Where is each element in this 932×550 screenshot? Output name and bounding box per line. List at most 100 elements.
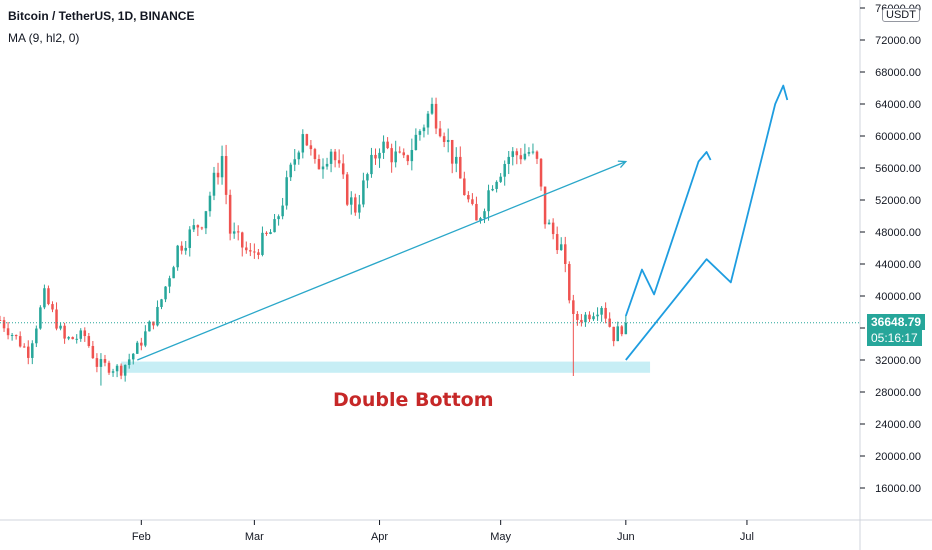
candle-body bbox=[241, 232, 244, 248]
candle-body bbox=[115, 365, 119, 372]
support-zone bbox=[121, 361, 651, 373]
candle-body bbox=[471, 199, 474, 204]
candle-body bbox=[378, 152, 381, 159]
candle-body bbox=[531, 151, 535, 153]
candle-body bbox=[568, 263, 571, 301]
candle-body bbox=[281, 205, 284, 217]
candle-body bbox=[374, 154, 377, 159]
y-tick-label: 72000.00 bbox=[875, 35, 921, 47]
y-tick-label: 52000.00 bbox=[875, 195, 921, 207]
y-tick-label: 24000.00 bbox=[875, 419, 921, 431]
candle-body bbox=[515, 151, 519, 156]
candle-body bbox=[475, 203, 478, 221]
candle-body bbox=[39, 307, 42, 329]
candle-body bbox=[63, 325, 66, 339]
candle-body bbox=[99, 359, 103, 367]
candle-body bbox=[398, 151, 401, 153]
candle-body bbox=[196, 225, 200, 228]
y-tick-label: 68000.00 bbox=[875, 67, 921, 79]
candle-body bbox=[107, 362, 111, 373]
candle-body bbox=[410, 149, 414, 162]
y-tick-label: 44000.00 bbox=[875, 259, 921, 271]
double-bottom-label: Double Bottom bbox=[333, 389, 494, 411]
candle-body bbox=[216, 172, 220, 178]
candle-body bbox=[559, 244, 563, 251]
y-tick-label: 16000.00 bbox=[875, 483, 921, 495]
symbol-title: Bitcoin / TetherUS, 1D, BINANCE bbox=[8, 9, 195, 23]
candle-body bbox=[580, 319, 583, 323]
candle-body bbox=[446, 139, 450, 142]
candle-body bbox=[495, 181, 498, 189]
candle-body bbox=[188, 229, 192, 248]
candle-body bbox=[394, 151, 397, 163]
candle-body bbox=[604, 307, 607, 319]
candle-body bbox=[467, 195, 470, 200]
indicator-legend[interactable]: MA (9, hl2, 0) bbox=[8, 31, 80, 45]
candle-body bbox=[386, 141, 389, 149]
candle-body bbox=[22, 346, 26, 348]
price-unit-badge[interactable]: USDT bbox=[882, 8, 920, 22]
candle-body bbox=[337, 160, 341, 164]
candle-body bbox=[35, 328, 38, 344]
candle-body bbox=[313, 149, 317, 160]
candle-body bbox=[180, 245, 183, 251]
candle-body bbox=[184, 247, 187, 251]
candle-body bbox=[131, 353, 135, 360]
candle-body bbox=[426, 113, 430, 128]
candle-body bbox=[519, 155, 523, 160]
candle-body bbox=[257, 252, 260, 255]
candle-body bbox=[523, 153, 527, 160]
x-tick-label: Jun bbox=[617, 531, 635, 543]
candle-body bbox=[535, 151, 539, 159]
candle-body bbox=[507, 156, 510, 164]
candle-body bbox=[325, 163, 329, 167]
y-tick-label: 28000.00 bbox=[875, 387, 921, 399]
y-tick-label: 60000.00 bbox=[875, 131, 921, 143]
candle-body bbox=[127, 359, 131, 365]
candle-body bbox=[245, 247, 248, 251]
candle-body bbox=[71, 337, 74, 340]
candle-body bbox=[499, 176, 502, 182]
candle-body bbox=[321, 166, 325, 170]
candle-body bbox=[261, 232, 264, 255]
candle-body bbox=[43, 288, 46, 308]
trend-line bbox=[137, 160, 627, 361]
candle-body bbox=[204, 211, 208, 229]
candle-body bbox=[14, 334, 18, 337]
candle-body bbox=[572, 300, 575, 314]
candle-body bbox=[616, 326, 619, 342]
candle-body bbox=[27, 346, 30, 358]
candle-body bbox=[265, 232, 268, 234]
candle-body bbox=[438, 128, 442, 137]
projection-path bbox=[624, 151, 712, 317]
candle-body bbox=[434, 103, 438, 129]
x-tick-label: Apr bbox=[371, 531, 388, 543]
candle-body bbox=[67, 337, 70, 339]
candle-body bbox=[164, 286, 167, 300]
projection-path bbox=[625, 84, 789, 361]
candle-body bbox=[192, 225, 196, 230]
candle-body bbox=[366, 174, 369, 181]
candle-body bbox=[390, 148, 393, 163]
candle-body bbox=[83, 330, 87, 337]
candle-body bbox=[592, 316, 595, 320]
candle-body bbox=[200, 227, 204, 229]
candle-body bbox=[47, 288, 50, 305]
y-tick-label: 20000.00 bbox=[875, 451, 921, 463]
candle-body bbox=[87, 336, 91, 347]
candle-body bbox=[273, 219, 276, 233]
candle-body bbox=[430, 103, 434, 114]
candle-body bbox=[156, 306, 159, 326]
candle-body bbox=[144, 331, 147, 346]
trend-line-arrowhead bbox=[617, 160, 628, 168]
candle-body bbox=[624, 322, 628, 335]
candle-body bbox=[277, 216, 280, 220]
candle-body bbox=[176, 245, 179, 268]
candle-body bbox=[547, 222, 551, 225]
candle-body bbox=[6, 328, 10, 336]
candle-body bbox=[362, 180, 365, 205]
candle-body bbox=[168, 278, 171, 287]
candle-body bbox=[249, 250, 252, 252]
candle-body bbox=[123, 364, 127, 376]
